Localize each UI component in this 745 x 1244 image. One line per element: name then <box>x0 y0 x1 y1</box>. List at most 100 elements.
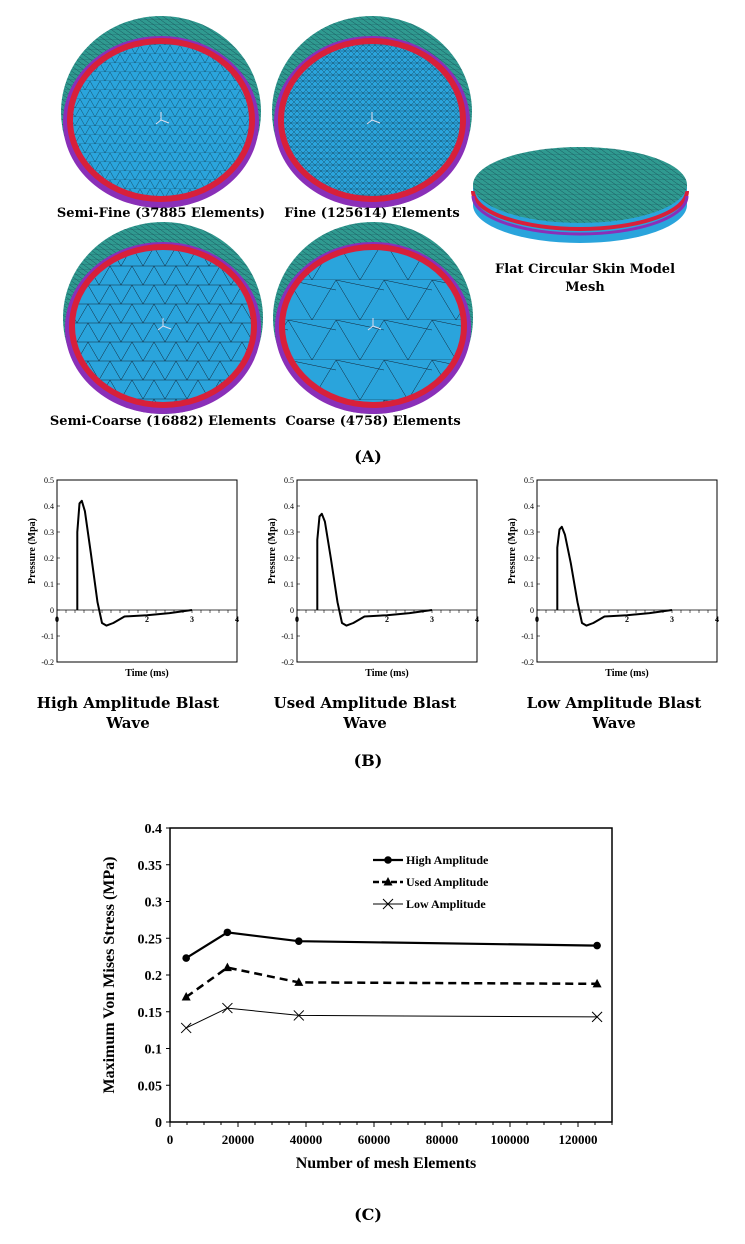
y-tick-label: -0.2 <box>41 658 54 667</box>
data-point-used <box>222 962 232 972</box>
y-tick-label: 0.3 <box>524 528 534 537</box>
y-axis-label: Pressure (Mpa) <box>507 518 518 584</box>
y-tick-label: 0.3 <box>284 528 294 537</box>
y-tick-label: 0.1 <box>284 580 294 589</box>
mesh-caption-fine: Fine (125614) Elements <box>284 206 459 221</box>
x-tick-label: 20000 <box>222 1132 255 1147</box>
x-tick-label: 80000 <box>426 1132 459 1147</box>
y-tick-label: 0.1 <box>44 580 54 589</box>
mesh-fine <box>272 16 472 208</box>
y-tick-label: 0 <box>155 1116 162 1131</box>
x-tick-label: 0 <box>295 615 299 624</box>
axis-triad-icon <box>366 112 381 125</box>
x-tick-label: 100000 <box>491 1132 530 1147</box>
y-tick-label: 0.1 <box>145 1043 163 1058</box>
x-tick-label: 0 <box>167 1132 174 1147</box>
y-tick-label: 0.5 <box>284 476 294 485</box>
y-tick-label: -0.1 <box>521 632 534 641</box>
pressure-curve <box>316 512 433 627</box>
x-tick-label: 4 <box>715 615 719 624</box>
legend-marker-used <box>383 877 393 886</box>
y-axis-label: Pressure (Mpa) <box>27 518 38 584</box>
legend-label-high: High Amplitude <box>406 853 489 867</box>
y-axis-label: Maximum Von Mises Stress (MPa) <box>101 856 118 1093</box>
y-tick-label: 0.25 <box>138 932 163 947</box>
series-line-high <box>185 931 598 960</box>
y-axis-label: Pressure (Mpa) <box>267 518 278 584</box>
data-point-high <box>295 937 303 945</box>
disk-top-mesh <box>473 147 687 223</box>
x-tick-label: 2 <box>625 615 629 624</box>
y-tick-label: -0.2 <box>521 658 534 667</box>
disk-purple-band <box>471 195 689 236</box>
data-point-low <box>591 1011 603 1023</box>
data-point-high <box>593 941 601 950</box>
plot-frame <box>536 479 718 663</box>
legend-marker-high <box>384 856 392 864</box>
pressure-curve <box>76 499 193 627</box>
y-tick-label: 0.4 <box>44 502 54 511</box>
y-tick-label: 0 <box>530 606 534 615</box>
mesh-caption-coarse: Coarse (4758) Elements <box>285 414 460 429</box>
x-axis-label: Time (ms) <box>125 668 168 679</box>
plot-frame <box>169 827 613 1123</box>
flat-model-caption-1: Flat Circular Skin Model <box>495 262 675 277</box>
panel-c-label: (C) <box>354 1205 382 1224</box>
y-tick-label: -0.1 <box>41 632 54 641</box>
y-tick-label: 0.2 <box>284 554 294 563</box>
legend-marker-low <box>382 898 394 910</box>
wave-caption-used-1: Used Amplitude Blast <box>274 694 457 712</box>
x-tick-label: 40000 <box>290 1132 323 1147</box>
x-tick-label: 0 <box>55 615 59 624</box>
x-axis-label: Time (ms) <box>365 668 408 679</box>
y-tick-label: 0 <box>50 606 54 615</box>
y-tick-label: 0.4 <box>524 502 534 511</box>
mesh-semi-fine <box>61 16 261 208</box>
y-tick-label: 0.15 <box>138 1006 163 1021</box>
y-tick-label: 0.2 <box>145 969 163 984</box>
x-tick-label: 2 <box>145 615 149 624</box>
y-tick-label: -0.1 <box>281 632 294 641</box>
y-tick-label: 0.2 <box>44 554 54 563</box>
series-high: High Amplitude <box>182 853 601 962</box>
legend-label-low: Low Amplitude <box>406 897 486 911</box>
series-low: Low Amplitude <box>180 897 603 1034</box>
y-tick-label: 0.05 <box>138 1079 163 1094</box>
axis-triad-icon <box>155 112 170 125</box>
data-point-high <box>182 954 190 962</box>
x-tick-label: 120000 <box>559 1132 598 1147</box>
data-point-high <box>223 928 232 937</box>
y-tick-label: 0.4 <box>284 502 294 511</box>
y-tick-label: 0.3 <box>145 896 163 911</box>
mesh-semi-coarse <box>63 222 263 414</box>
data-point-used <box>592 978 602 988</box>
plot-frame <box>56 479 238 663</box>
axis-triad-icon <box>157 318 172 331</box>
pressure-curve <box>556 525 673 627</box>
data-point-low <box>222 1002 233 1014</box>
y-tick-label: 0.5 <box>524 476 534 485</box>
plot-frame <box>296 479 478 663</box>
data-point-used <box>294 977 304 986</box>
x-tick-label: 4 <box>235 615 239 624</box>
x-tick-label: 4 <box>475 615 479 624</box>
series-line-used <box>185 966 598 999</box>
y-tick-label: 0.5 <box>44 476 54 485</box>
data-point-low <box>293 1010 305 1021</box>
mesh-caption-semi-coarse: Semi-Coarse (16882) Elements <box>50 414 276 429</box>
flat-model-caption-2: Mesh <box>565 280 605 295</box>
wave-caption-low-2: Wave <box>591 714 636 732</box>
mesh-caption-semi-fine: Semi-Fine (37885 Elements) <box>57 206 265 221</box>
mesh-coarse <box>273 222 473 414</box>
x-tick-label: 3 <box>670 615 674 624</box>
panel-a-label: (A) <box>354 447 382 466</box>
series-line-low <box>185 1007 598 1029</box>
wave-caption-high-2: Wave <box>105 714 150 732</box>
data-point-low <box>180 1022 192 1034</box>
wave-caption-used-2: Wave <box>342 714 387 732</box>
legend-label-used: Used Amplitude <box>406 875 489 889</box>
